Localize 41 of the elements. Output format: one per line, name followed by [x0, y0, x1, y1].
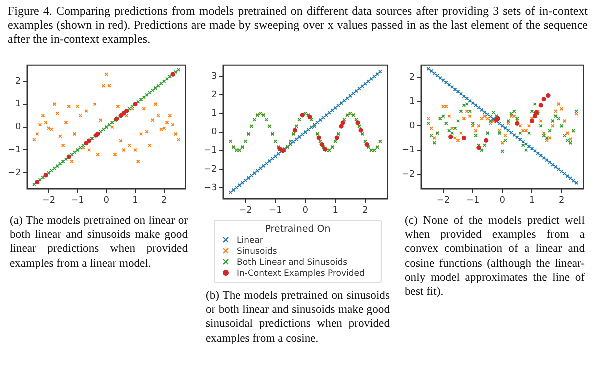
x-tick-label: 1	[529, 196, 536, 206]
x-tick-label: 2	[161, 196, 168, 206]
text: Figure 4. Comparing predictions from models pretrained on different data sources after providing 3 sets of in-context examples (shown in red). Predictions are made by sweeping over x values passed in as the last element of the sequence after the in-context examples.	[8, 4, 588, 46]
y-tick-label: −1	[8, 146, 22, 156]
x-tick-label: 2	[558, 196, 565, 206]
y-tick-label: 0	[212, 128, 218, 138]
text: (a) The models pretrained on linear or both linear and sinusoids make good linear predictions when provided examples from a linear model.	[10, 214, 188, 271]
x-tick-label: 1	[132, 196, 138, 206]
legend-label: Linear	[237, 236, 264, 246]
y-tick-label: 0	[16, 122, 22, 133]
y-tick-label: −2	[204, 164, 218, 175]
x-tick-label: −2	[436, 196, 450, 206]
y-tick-label: −2	[8, 168, 22, 178]
legend-label: Both Linear and Sinusoids	[237, 258, 348, 268]
y-tick-label: −3	[204, 183, 218, 194]
x-tick-label: 1	[332, 206, 338, 216]
x-tick-label: −1	[71, 196, 84, 206]
x-tick-label: 0	[500, 196, 506, 206]
text: (b) The models pretrained on sinusoids or both linear and sinusoids make good sinusoidal predictions when provided examples from a cosine.	[206, 289, 390, 346]
x-tick-label: 0	[302, 206, 309, 216]
x-tick-label: −1	[269, 206, 282, 216]
x-tick-label: −1	[466, 196, 480, 206]
y-tick-label: −1	[402, 146, 416, 156]
legend-label: In-Context Examples Provided	[237, 269, 365, 279]
y-tick-label: 2	[212, 90, 218, 100]
y-tick-label: 2	[16, 76, 22, 87]
y-tick-label: 0	[410, 121, 416, 132]
y-tick-label: −2	[402, 170, 416, 180]
y-tick-label: 1	[212, 109, 218, 120]
legend-label: Sinusoids	[237, 247, 278, 257]
y-tick-label: 1	[16, 100, 22, 110]
text: (c) None of the models predict well when provided examples from a convex combination of a linear and cosine functions (although the linear-only model approximates the line of best fit).	[405, 214, 585, 300]
x-tick-label: 2	[362, 206, 368, 216]
x-tick-label: 0	[104, 196, 110, 206]
y-tick-label: 3	[212, 72, 218, 82]
y-tick-label: 2	[410, 72, 416, 83]
x-tick-label: −2	[42, 196, 56, 206]
y-tick-label: −1	[204, 146, 218, 156]
x-tick-label: −2	[239, 206, 252, 216]
y-tick-label: 1	[410, 97, 416, 108]
legend-title: Pretrained On	[264, 223, 332, 236]
